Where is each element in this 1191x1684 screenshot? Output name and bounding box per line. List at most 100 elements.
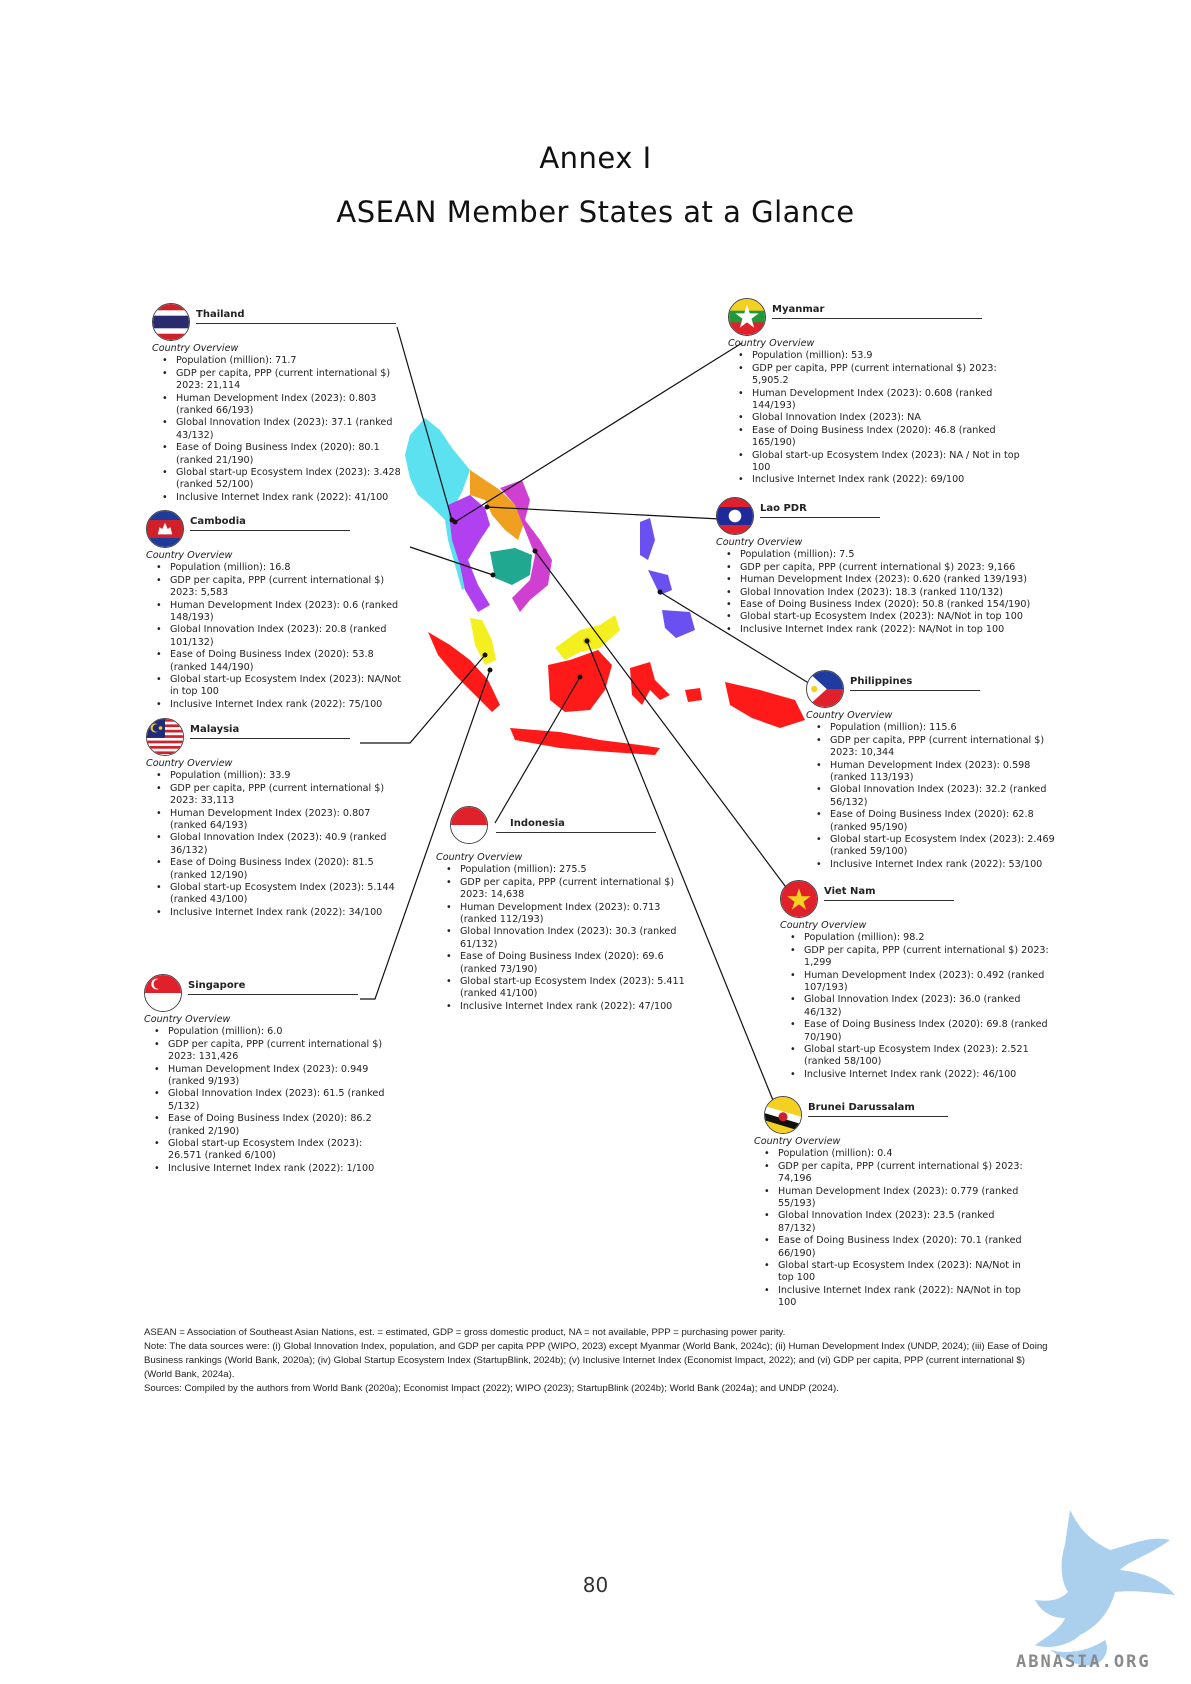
country-name: Viet Nam: [824, 886, 876, 897]
indicator-list: Population (million): 0.4 GDP per capita…: [754, 1148, 1024, 1309]
list-item: Global start-up Ecosystem Index (2023): …: [156, 882, 402, 907]
brunei-flag-icon: [764, 1096, 802, 1134]
leader-line-myanmar: [454, 342, 743, 523]
list-item: Inclusive Internet Index rank (2022): 75…: [156, 699, 408, 712]
list-item: Global start-up Ecosystem Index (2023): …: [738, 450, 1028, 475]
list-item: GDP per capita, PPP (current internation…: [726, 562, 1061, 575]
country-card-laos: Lao PDR Country Overview Population (mil…: [716, 497, 1061, 637]
list-item: Global start-up Ecosystem Index (2023): …: [764, 1260, 1024, 1285]
list-item: GDP per capita, PPP (current internation…: [790, 945, 1050, 970]
list-item: Ease of Doing Business Index (2020): 69.…: [790, 1019, 1050, 1044]
list-item: Ease of Doing Business Index (2020): 69.…: [446, 951, 686, 976]
overview-label: Country Overview: [716, 537, 803, 548]
page-title: ASEAN Member States at a Glance: [336, 195, 855, 229]
leader-dot-myanmar: [452, 519, 458, 525]
overview-label: Country Overview: [144, 1014, 231, 1025]
list-item: Population (million): 98.2: [790, 932, 1050, 945]
list-item: GDP per capita, PPP (current internation…: [156, 575, 408, 600]
list-item: Ease of Doing Business Index (2020): 86.…: [154, 1113, 394, 1138]
list-item: Inclusive Internet Index rank (2022): 69…: [738, 474, 1028, 487]
country-name: Lao PDR: [760, 503, 807, 514]
list-item: Human Development Index (2023): 0.608 (r…: [738, 388, 1028, 413]
list-item: Population (million): 33.9: [156, 770, 402, 783]
list-item: GDP per capita, PPP (current internation…: [162, 368, 402, 393]
list-item: Ease of Doing Business Index (2020): 81.…: [156, 857, 402, 882]
abbreviations-note: ASEAN = Association of Southeast Asian N…: [144, 1327, 786, 1338]
footnotes: ASEAN = Association of Southeast Asian N…: [144, 1326, 1054, 1396]
list-item: Global start-up Ecosystem Index (2023): …: [816, 834, 1056, 859]
list-item: Inclusive Internet Index rank (2022): 53…: [816, 859, 1056, 872]
list-item: Global Innovation Index (2023): 18.3 (ra…: [726, 587, 1061, 600]
list-item: Human Development Index (2023): 0.779 (r…: [764, 1186, 1024, 1211]
myanmar-flag-icon: [728, 298, 766, 336]
indicator-list: Population (million): 275.5 GDP per capi…: [436, 864, 686, 1013]
country-card-myanmar: Myanmar Country Overview Population (mil…: [728, 298, 1028, 487]
list-item: Global start-up Ecosystem Index (2023): …: [790, 1044, 1050, 1069]
indonesia-flag-icon: [450, 806, 488, 844]
indicator-list: Population (million): 71.7 GDP per capit…: [152, 355, 402, 504]
overview-label: Country Overview: [152, 343, 239, 354]
map-region-philippines-luzon: [640, 518, 655, 560]
list-item: Population (million): 7.5: [726, 549, 1061, 562]
map-region-indonesia-papua: [725, 682, 805, 728]
list-item: Population (million): 0.4: [764, 1148, 1024, 1161]
sources-note: Sources: Compiled by the authors from Wo…: [144, 1383, 839, 1394]
griffin-logo-icon: [1035, 1510, 1175, 1666]
country-name: Singapore: [188, 980, 246, 991]
country-card-thailand: Thailand Country Overview Population (mi…: [152, 303, 402, 505]
map-region-philippines-visayas: [648, 570, 672, 595]
leader-line-laos: [486, 506, 721, 520]
leader-line-cambodia: [409, 546, 494, 576]
leader-dot-cambodia: [490, 572, 496, 578]
list-item: Ease of Doing Business Index (2020): 46.…: [738, 425, 1028, 450]
list-item: Global start-up Ecosystem Index (2023): …: [162, 467, 402, 492]
overview-label: Country Overview: [806, 710, 893, 721]
list-item: Global start-up Ecosystem Index (2023): …: [156, 674, 408, 699]
country-name: Thailand: [196, 309, 245, 320]
list-item: Ease of Doing Business Index (2020): 62.…: [816, 809, 1056, 834]
overview-label: Country Overview: [780, 920, 867, 931]
indicator-list: Population (million): 33.9 GDP per capit…: [146, 770, 402, 919]
list-item: Inclusive Internet Index rank (2022): NA…: [764, 1285, 1024, 1310]
cambodia-flag-icon: [146, 510, 184, 548]
country-name: Indonesia: [510, 818, 565, 829]
country-card-cambodia: Cambodia Country Overview Population (mi…: [146, 510, 408, 712]
list-item: GDP per capita, PPP (current internation…: [154, 1039, 394, 1064]
list-item: Global Innovation Index (2023): 23.5 (ra…: [764, 1210, 1024, 1235]
list-item: Global Innovation Index (2023): 61.5 (ra…: [154, 1088, 394, 1113]
country-card-philippines: Philippines Country Overview Population …: [806, 670, 1056, 872]
country-card-brunei: Brunei Darussalam Country Overview Popul…: [754, 1096, 1024, 1310]
list-item: Human Development Index (2023): 0.620 (r…: [726, 574, 1061, 587]
indicator-list: Population (million): 16.8 GDP per capit…: [146, 562, 408, 711]
list-item: Ease of Doing Business Index (2020): 80.…: [162, 442, 402, 467]
overview-label: Country Overview: [436, 852, 523, 863]
leader-dot-malaysia: [482, 652, 488, 658]
list-item: Global Innovation Index (2023): 37.1 (ra…: [162, 417, 402, 442]
map-region-malaysia-peninsula: [470, 618, 496, 665]
list-item: Inclusive Internet Index rank (2022): 47…: [446, 1001, 686, 1014]
list-item: Human Development Index (2023): 0.713 (r…: [446, 902, 686, 927]
list-item: Inclusive Internet Index rank (2022): 1/…: [154, 1163, 394, 1176]
leader-dot-singapore: [487, 667, 493, 673]
page-number: 80: [582, 1573, 609, 1597]
overview-label: Country Overview: [728, 338, 815, 349]
overview-label: Country Overview: [754, 1136, 841, 1147]
overview-label: Country Overview: [146, 550, 233, 561]
list-item: GDP per capita, PPP (current internation…: [738, 363, 1028, 388]
leader-dot-laos: [484, 504, 490, 510]
country-card-vietnam: Viet Nam Country Overview Population (mi…: [780, 880, 1050, 1082]
singapore-flag-icon: [144, 974, 182, 1012]
watermark-text: ABNASIA.ORG: [1016, 1652, 1151, 1672]
list-item: Inclusive Internet Index rank (2022): 41…: [162, 492, 402, 505]
list-item: Global Innovation Index (2023): 30.3 (ra…: [446, 926, 686, 951]
indicator-list: Population (million): 53.9 GDP per capit…: [728, 350, 1028, 487]
indicator-list: Population (million): 98.2 GDP per capit…: [780, 932, 1050, 1081]
list-item: GDP per capita, PPP (current internation…: [156, 783, 402, 808]
list-item: Human Development Index (2023): 0.492 (r…: [790, 970, 1050, 995]
list-item: GDP per capita, PPP (current internation…: [816, 735, 1056, 760]
list-item: Inclusive Internet Index rank (2022): NA…: [726, 624, 1061, 637]
list-item: Global Innovation Index (2023): 20.8 (ra…: [156, 624, 408, 649]
indicator-list: Population (million): 115.6 GDP per capi…: [806, 722, 1056, 871]
indicator-list: Population (million): 6.0 GDP per capita…: [144, 1026, 394, 1175]
